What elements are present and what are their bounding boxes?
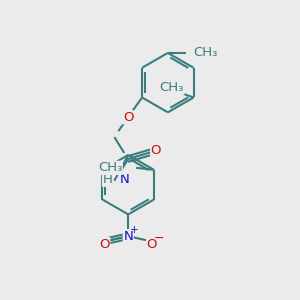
Text: O: O [99, 238, 110, 250]
Text: O: O [123, 111, 134, 124]
Text: CH₃: CH₃ [98, 161, 122, 174]
Text: O: O [151, 143, 161, 157]
Text: CH₃: CH₃ [160, 81, 184, 94]
Text: N: N [119, 173, 129, 186]
Text: CH₃: CH₃ [194, 46, 218, 59]
Text: −: − [154, 232, 164, 245]
Text: H: H [103, 173, 112, 186]
Text: +: + [130, 225, 139, 235]
Text: N: N [123, 230, 133, 243]
Text: O: O [147, 238, 157, 250]
